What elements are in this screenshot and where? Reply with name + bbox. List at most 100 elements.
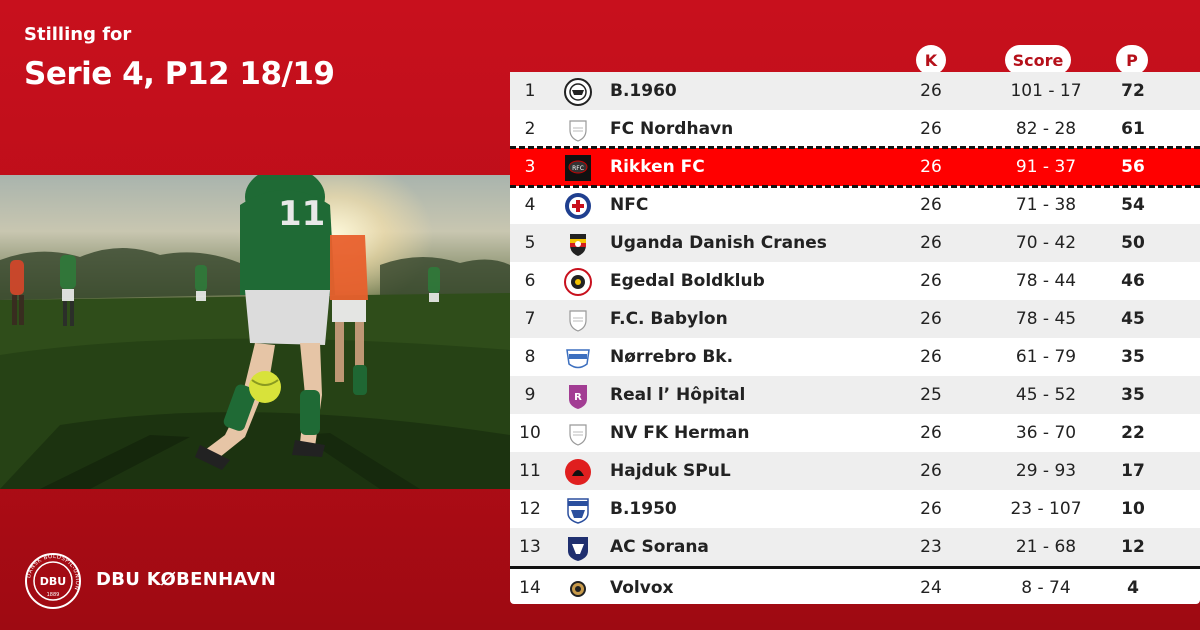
matches-played: 26 — [920, 119, 942, 139]
svg-text:1889: 1889 — [47, 592, 60, 598]
goal-score: 70 - 42 — [1015, 233, 1077, 253]
points: 46 — [1121, 271, 1145, 291]
matches-played: 26 — [920, 271, 942, 291]
position: 10 — [519, 423, 541, 443]
position: 8 — [524, 347, 536, 367]
column-header-p: P — [1116, 45, 1148, 75]
team-name: Volvox — [610, 578, 674, 598]
matches-played: 23 — [920, 537, 942, 557]
matches-played: 26 — [920, 499, 942, 519]
points: 45 — [1121, 309, 1145, 329]
points: 35 — [1121, 347, 1145, 367]
team-name: F.C. Babylon — [610, 309, 728, 329]
points: 50 — [1121, 233, 1145, 253]
b1960-crest-icon — [564, 78, 592, 106]
column-header-k: K — [916, 45, 946, 75]
real-hopital-crest-icon: R — [564, 382, 592, 410]
points: 35 — [1121, 385, 1145, 405]
table-row: 10 NV FK Herman 26 36 - 70 22 — [510, 414, 1200, 452]
matches-played: 26 — [920, 423, 942, 443]
svg-text:RFC: RFC — [572, 165, 584, 172]
table-row: 12 B.1950 26 23 - 107 10 — [510, 490, 1200, 528]
matches-played: 26 — [920, 347, 942, 367]
points: 17 — [1121, 461, 1145, 481]
matches-played: 26 — [920, 81, 942, 101]
position: 11 — [519, 461, 541, 481]
egedal-crest-icon — [564, 268, 592, 296]
points: 72 — [1121, 81, 1145, 101]
goal-score: 61 - 79 — [1015, 347, 1077, 367]
position: 6 — [524, 271, 536, 291]
points: 22 — [1121, 423, 1145, 443]
position: 5 — [524, 233, 536, 253]
svg-text:11: 11 — [278, 194, 325, 234]
norrebro-crest-icon — [564, 344, 592, 372]
position: 12 — [519, 499, 541, 519]
table-row: 4 NFC 26 71 - 38 54 — [510, 186, 1200, 224]
sorana-crest-icon — [564, 534, 592, 562]
standings-table: 1 B.1960 26 101 - 17 72 2 FC Nordhavn 26… — [510, 72, 1200, 604]
table-row: 14 Volvox 24 8 - 74 4 — [510, 566, 1200, 604]
nfc-crest-icon — [564, 192, 592, 220]
position: 2 — [524, 119, 536, 139]
goal-score: 91 - 37 — [1015, 157, 1077, 177]
team-name: Nørrebro Bk. — [610, 347, 734, 367]
matches-played: 26 — [920, 309, 942, 329]
team-name: NV FK Herman — [610, 423, 750, 443]
page-title: Serie 4, P12 18/19 — [24, 56, 335, 92]
goal-score: 21 - 68 — [1015, 537, 1077, 557]
points: 61 — [1121, 119, 1145, 139]
brand-name: DBU KØBENHAVN — [96, 569, 277, 590]
table-row: 9 R Real l’ Hôpital 25 45 - 52 35 — [510, 376, 1200, 414]
matches-played: 26 — [920, 195, 942, 215]
goal-score: 45 - 52 — [1015, 385, 1077, 405]
team-name: FC Nordhavn — [610, 119, 734, 139]
team-name: Hajduk SPuL — [610, 461, 731, 481]
points: 12 — [1121, 537, 1145, 557]
table-row: 8 Nørrebro Bk. 26 61 - 79 35 — [510, 338, 1200, 376]
table-row: 13 AC Sorana 23 21 - 68 12 — [510, 528, 1200, 566]
generic-shield-icon — [564, 306, 592, 334]
dbu-logo: DANSK BOLDSPIL-UNION DBU 1889 — [24, 552, 82, 610]
table-row: 1 B.1960 26 101 - 17 72 — [510, 72, 1200, 110]
goal-score: 23 - 107 — [1010, 499, 1082, 519]
goal-score: 78 - 44 — [1015, 271, 1077, 291]
rikken-crest-icon: RFC — [564, 154, 592, 182]
position: 4 — [524, 195, 536, 215]
position: 1 — [524, 81, 536, 101]
svg-text:R: R — [574, 392, 582, 403]
team-name: Real l’ Hôpital — [610, 385, 746, 405]
team-name: Egedal Boldklub — [610, 271, 765, 291]
table-row: 2 FC Nordhavn 26 82 - 28 61 — [510, 110, 1200, 148]
goal-score: 36 - 70 — [1015, 423, 1077, 443]
position: 3 — [524, 157, 536, 177]
team-name: Uganda Danish Cranes — [610, 233, 827, 253]
uganda-crest-icon — [564, 230, 592, 258]
position: 9 — [524, 385, 536, 405]
volvox-crest-icon — [564, 575, 592, 603]
matches-played: 26 — [920, 461, 942, 481]
position: 7 — [524, 309, 536, 329]
b1950-crest-icon — [564, 496, 592, 524]
goal-score: 78 - 45 — [1015, 309, 1077, 329]
points: 56 — [1121, 157, 1145, 177]
column-header-score: Score — [1005, 45, 1071, 75]
team-name: NFC — [610, 195, 649, 215]
goal-score: 8 - 74 — [1021, 578, 1071, 598]
table-row: 7 F.C. Babylon 26 78 - 45 45 — [510, 300, 1200, 338]
team-name: Rikken FC — [610, 157, 705, 177]
matches-played: 25 — [920, 385, 942, 405]
table-row: 3 RFC Rikken FC 26 91 - 37 56 — [510, 146, 1200, 188]
team-name: AC Sorana — [610, 537, 709, 557]
hajduk-crest-icon — [564, 458, 592, 486]
points: 4 — [1127, 578, 1139, 598]
svg-text:DBU: DBU — [40, 575, 66, 588]
position: 14 — [519, 578, 541, 598]
goal-score: 82 - 28 — [1015, 119, 1077, 139]
goal-score: 29 - 93 — [1015, 461, 1077, 481]
points: 54 — [1121, 195, 1145, 215]
generic-shield-icon — [564, 420, 592, 448]
table-row: 6 Egedal Boldklub 26 78 - 44 46 — [510, 262, 1200, 300]
page-subtitle: Stilling for — [24, 24, 132, 45]
team-name: B.1950 — [610, 499, 677, 519]
